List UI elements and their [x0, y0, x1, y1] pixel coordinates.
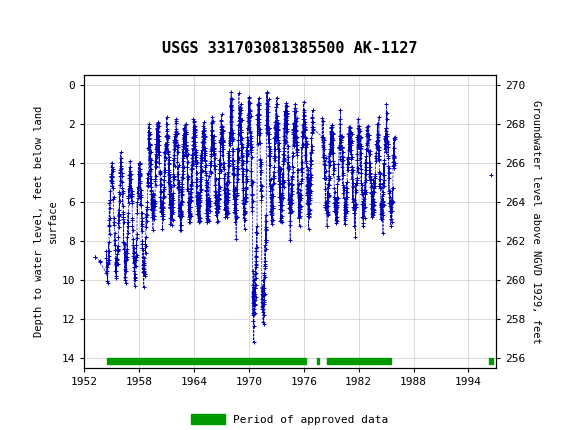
Text: USGS: USGS [35, 9, 90, 27]
Bar [488, 358, 493, 363]
Legend: Period of approved data: Period of approved data [187, 410, 393, 429]
Bar [107, 358, 306, 363]
Bar [317, 358, 319, 363]
Text: ≡: ≡ [9, 8, 27, 28]
Text: USGS 331703081385500 AK-1127: USGS 331703081385500 AK-1127 [162, 41, 418, 56]
Y-axis label: Groundwater level above NGVD 1929, feet: Groundwater level above NGVD 1929, feet [531, 100, 541, 343]
Y-axis label: Depth to water level, feet below land
surface: Depth to water level, feet below land su… [34, 106, 57, 337]
Bar [327, 358, 391, 363]
